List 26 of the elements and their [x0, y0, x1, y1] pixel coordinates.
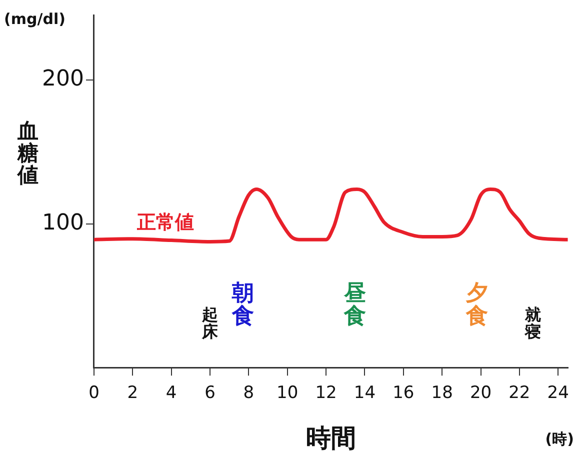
x-tick-label: 24 — [547, 383, 569, 404]
y-tick-label: 100 — [42, 210, 84, 236]
x-tick-label: 6 — [204, 383, 216, 404]
x-tick-label: 4 — [166, 383, 177, 404]
x-tick-label: 14 — [354, 383, 376, 404]
y-tick-label: 200 — [42, 66, 84, 92]
annotation: 起床 — [201, 305, 220, 342]
x-tick-label: 12 — [315, 383, 337, 404]
annotation: 昼食 — [343, 280, 366, 330]
annotation: 夕食 — [464, 280, 488, 330]
x-tick-label: 22 — [508, 383, 530, 404]
x-tick-label: 20 — [470, 383, 492, 404]
line-series — [94, 187, 568, 244]
text: (時) — [545, 430, 574, 448]
annotation: 正常値 — [136, 212, 194, 234]
x-tick-label: 16 — [392, 383, 414, 404]
x-tick-label: 0 — [88, 383, 100, 404]
x-tick-label: 10 — [276, 383, 298, 404]
y-axis-title: 血糖値 — [16, 119, 38, 188]
x-tick-label: 8 — [243, 383, 254, 404]
x-tick-label: 2 — [127, 383, 138, 404]
text: (mg/dl) — [4, 10, 66, 28]
x-axis-title: 時間 — [306, 424, 356, 452]
annotation: 朝食 — [230, 280, 254, 330]
annotation: 就寝 — [524, 305, 541, 342]
x-tick-label: 18 — [431, 383, 453, 404]
